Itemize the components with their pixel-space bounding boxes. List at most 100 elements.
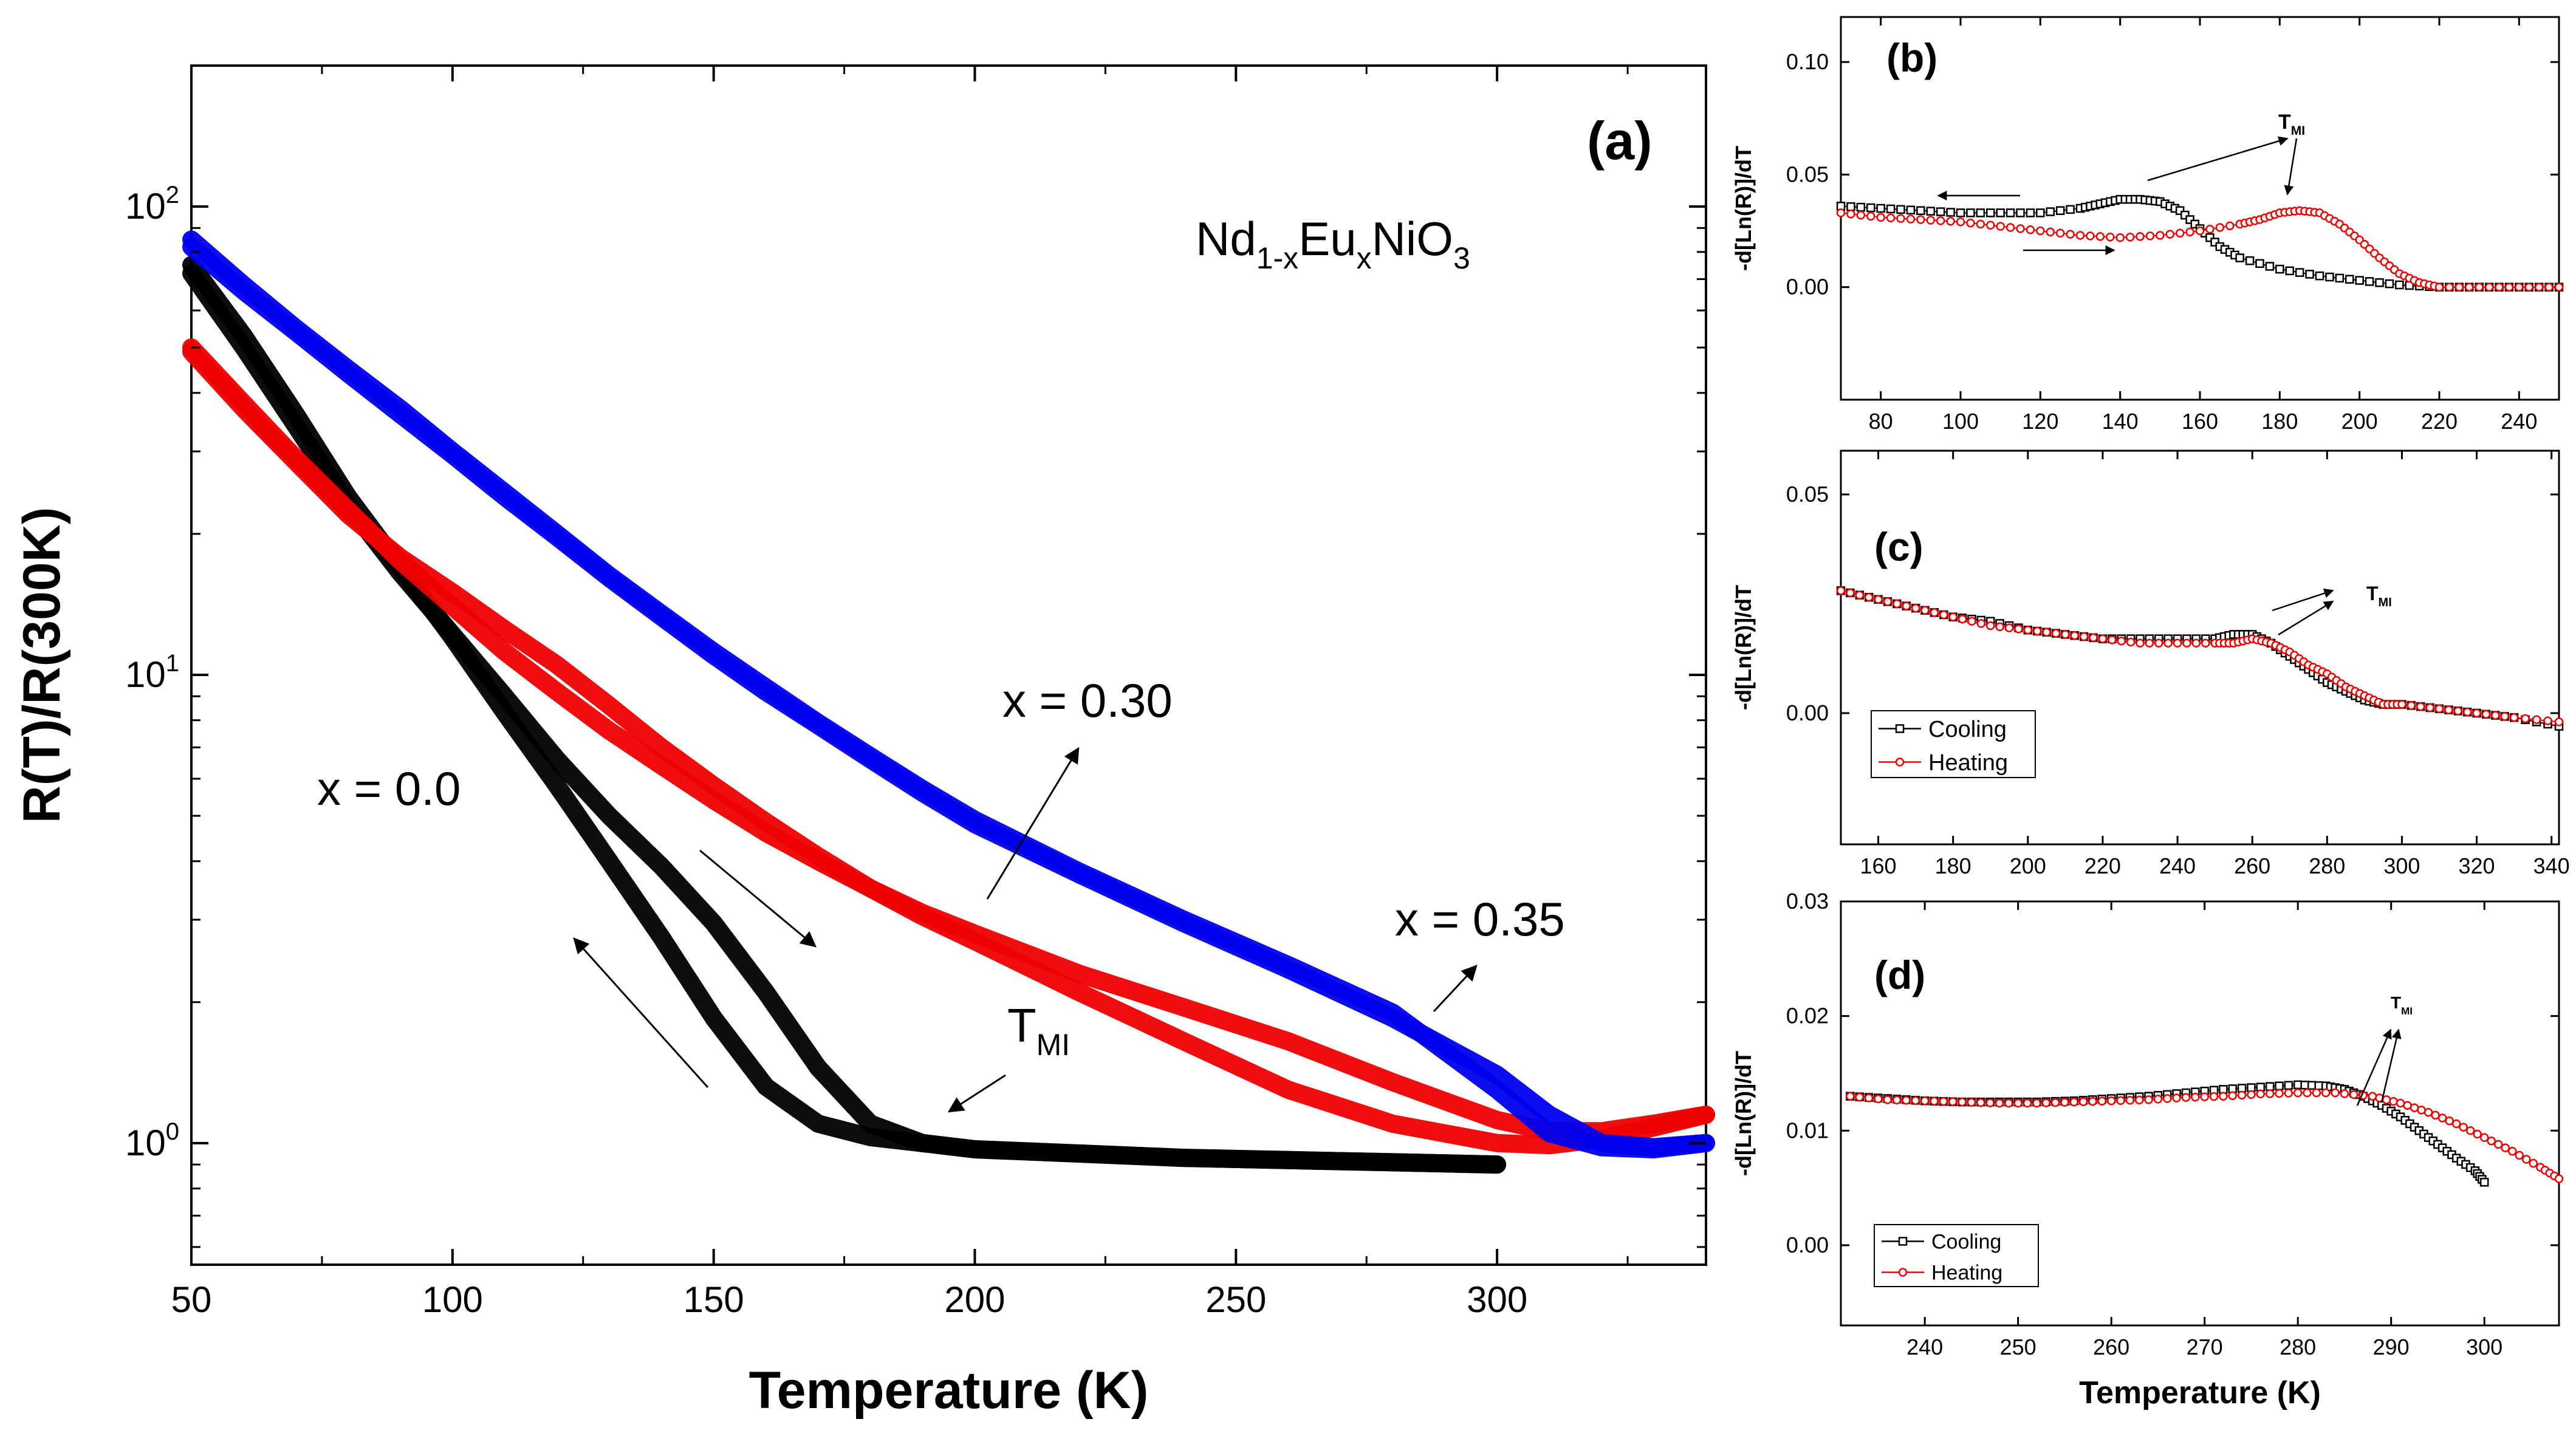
point-heating bbox=[2209, 1092, 2219, 1101]
point-heating bbox=[1976, 619, 1986, 628]
panel-label-b: (b) bbox=[1886, 35, 1937, 80]
x-tick-label: 160 bbox=[1860, 853, 1897, 878]
panel-label-c: (c) bbox=[1874, 524, 1923, 569]
point-cooling bbox=[1926, 207, 1935, 216]
point-heating bbox=[1836, 586, 1846, 595]
point-heating bbox=[2431, 1110, 2440, 1120]
x-tick-label: 260 bbox=[2234, 853, 2270, 878]
point-heating bbox=[2036, 226, 2045, 236]
formula-part: NiO bbox=[1372, 212, 1453, 265]
y-tick-label: 0.02 bbox=[1786, 1003, 1829, 1028]
y-tick-label: 0.00 bbox=[1786, 700, 1829, 725]
arrow-d-tmi-cooling bbox=[2356, 1028, 2392, 1106]
label-tmi: TMI bbox=[2366, 583, 2392, 609]
y-tick-exponent: 1 bbox=[166, 650, 179, 677]
point-heating bbox=[2472, 708, 2481, 718]
point-heating bbox=[1985, 1098, 1995, 1107]
point-cooling bbox=[1856, 202, 1866, 212]
formula-part: Nd bbox=[1196, 212, 1256, 265]
panel-b: 80 100 120 140 160 180 200 220 240 0.00 0.05 0.10 -d… bbox=[1731, 16, 2564, 434]
point-heating bbox=[2501, 1143, 2510, 1152]
point-heating bbox=[1902, 1096, 1911, 1105]
point-heating bbox=[1967, 1098, 1976, 1107]
point-heating bbox=[1886, 213, 1896, 222]
point-heating bbox=[2312, 1088, 2321, 1098]
x-tick-label: 250 bbox=[2000, 1335, 2036, 1359]
point-heating bbox=[2554, 282, 2564, 292]
point-heating bbox=[1883, 597, 1893, 606]
point-cooling bbox=[2295, 268, 2304, 277]
x-tick-label: 220 bbox=[2084, 853, 2121, 878]
point-cooling bbox=[2325, 272, 2334, 282]
point-heating bbox=[2425, 703, 2434, 713]
point-heating bbox=[2006, 223, 2015, 232]
point-heating bbox=[2368, 1092, 2377, 1101]
point-heating bbox=[2023, 1098, 2032, 1108]
point-heating bbox=[1946, 217, 1955, 226]
label-tmi: TMI bbox=[2391, 993, 2413, 1017]
point-heating bbox=[2256, 1089, 2266, 1099]
point-heating bbox=[2454, 282, 2464, 292]
point-heating bbox=[1911, 1096, 1920, 1106]
point-heating bbox=[2070, 631, 2080, 640]
x-tick-label: 250 bbox=[1205, 1279, 1266, 1320]
x-tick-label: 320 bbox=[2459, 853, 2495, 878]
point-heating bbox=[2181, 1093, 2191, 1102]
point-heating bbox=[2453, 706, 2463, 716]
point-heating bbox=[2061, 630, 2070, 639]
point-cooling bbox=[1846, 202, 1855, 211]
point-heating bbox=[2349, 1090, 2358, 1099]
arrow-x035 bbox=[1433, 965, 1478, 1013]
point-heating bbox=[1906, 214, 1916, 224]
point-heating bbox=[2484, 282, 2494, 292]
point-heating bbox=[2507, 1147, 2517, 1156]
point-heating bbox=[2095, 232, 2105, 241]
series-curve-3 bbox=[182, 342, 1715, 1155]
point-heating bbox=[1958, 1097, 1967, 1107]
point-heating bbox=[2153, 1095, 2163, 1104]
y-tick-base: 10 bbox=[125, 1123, 166, 1163]
point-heating bbox=[2116, 1096, 2125, 1106]
point-cooling bbox=[1916, 206, 1925, 215]
point-heating bbox=[1920, 606, 1930, 615]
tmi-sub: MI bbox=[2379, 596, 2392, 609]
point-heating bbox=[2487, 1137, 2496, 1146]
tmi-sub: MI bbox=[1036, 1028, 1070, 1062]
point-heating bbox=[2088, 1096, 2097, 1106]
point-cooling bbox=[1976, 208, 1985, 217]
point-heating bbox=[2465, 1126, 2475, 1135]
point-heating bbox=[2397, 700, 2406, 709]
point-heating bbox=[2416, 702, 2425, 711]
point-heating bbox=[2495, 282, 2504, 292]
arrow-x030 bbox=[986, 747, 1080, 900]
point-heating bbox=[1836, 208, 1846, 217]
point-heating bbox=[2437, 1113, 2447, 1123]
legend-label-cooling: Cooling bbox=[1931, 1231, 2001, 1254]
compound-formula: Nd1-xEuxNiO3 bbox=[1196, 212, 1470, 275]
point-heating bbox=[2382, 1095, 2391, 1104]
point-heating bbox=[1876, 213, 1885, 222]
point-heating bbox=[2046, 227, 2055, 237]
point-heating bbox=[2225, 221, 2235, 230]
point-heating bbox=[2275, 1089, 2284, 1098]
x-tick-label: 180 bbox=[2261, 409, 2298, 434]
point-cooling bbox=[2315, 271, 2324, 281]
point-heating bbox=[2284, 1089, 2293, 1098]
point-heating bbox=[2406, 701, 2416, 710]
point-heating bbox=[2097, 1096, 2107, 1106]
point-heating bbox=[2086, 231, 2095, 241]
y-axis-label: -d[Ln(R)]/dT bbox=[1731, 146, 1756, 271]
point-heating bbox=[2125, 1096, 2135, 1105]
legend-label-cooling: Cooling bbox=[1928, 717, 2007, 742]
point-heating bbox=[2205, 225, 2215, 234]
point-cooling bbox=[2255, 259, 2264, 268]
point-cooling bbox=[2385, 279, 2394, 289]
panel-label-a: (a) bbox=[1587, 111, 1653, 171]
point-heating bbox=[1920, 1096, 1930, 1106]
point-heating bbox=[2529, 1158, 2538, 1168]
point-cooling bbox=[2265, 1082, 2275, 1091]
x-axis-label: Temperature (K) bbox=[749, 1361, 1149, 1420]
label-x0: x = 0.0 bbox=[317, 762, 461, 815]
x-tick-label: 100 bbox=[1942, 409, 1979, 434]
label-tmi: TMI bbox=[1007, 999, 1070, 1062]
